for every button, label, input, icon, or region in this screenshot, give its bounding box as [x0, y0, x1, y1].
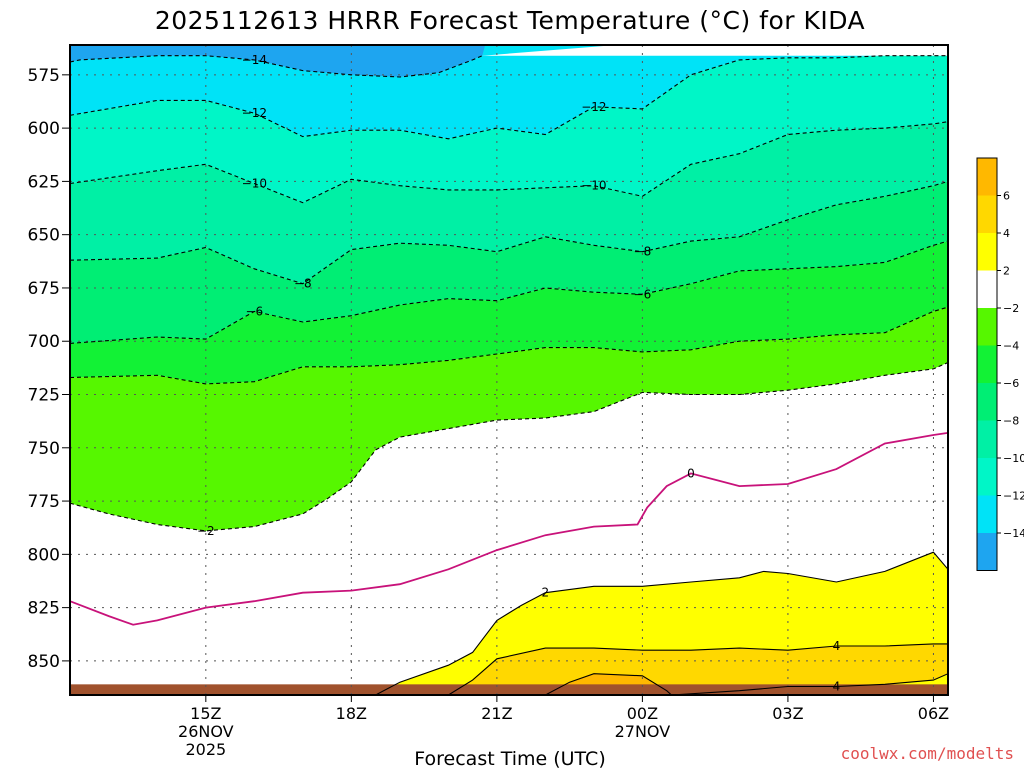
x-tick-date-15Z: 26NOV: [178, 722, 234, 741]
colorbar-label-9: −14: [1003, 527, 1024, 540]
colorbar-label-0: 6: [1003, 190, 1010, 203]
band-minus8-minus6: [70, 181, 948, 344]
contour-line-minus2-6: [70, 361, 948, 532]
y-axis: 575 600 625 650 675 700 725 750 775 800 825 850: [28, 66, 70, 672]
colorbar-seg-5: [977, 345, 997, 383]
colorbar-seg-0: [977, 158, 997, 196]
colorbar-label-2: 2: [1003, 265, 1010, 278]
x-tick-label-21Z: 21Z: [481, 704, 512, 723]
contour-label-5: −8: [294, 277, 312, 291]
contour-label-0: −14: [242, 53, 267, 67]
y-tick-label-600: 600: [28, 119, 60, 139]
x-tick-label-15Z: 15Z: [190, 704, 221, 723]
band-minus10-minus8: [70, 121, 948, 284]
y-tick-label-625: 625: [28, 172, 60, 192]
y-tick-label-675: 675: [28, 279, 60, 299]
band-minus14-minus12-b: [70, 55, 948, 139]
colorbar-label-8: −12: [1003, 490, 1024, 503]
contour-label-12: 4: [833, 639, 841, 653]
y-tick-label-825: 825: [28, 599, 60, 619]
band-minus4-minus2: [70, 307, 948, 531]
colorbar-seg-10: [977, 533, 997, 571]
contour-line-4-9: [448, 643, 948, 695]
band-minus6-minus4: [70, 241, 948, 384]
y-tick-label-700: 700: [28, 332, 60, 352]
x-tick-year-15Z: 2025: [185, 740, 226, 759]
y-tick-label-650: 650: [28, 226, 60, 246]
contour-line-4-11: [671, 673, 948, 695]
contour-label-2: −12: [581, 100, 606, 114]
contour-line-0-7: [70, 432, 948, 626]
y-tick-label-725: 725: [28, 386, 60, 406]
colorbar-seg-3: [977, 270, 997, 308]
colorbar-seg-9: [977, 495, 997, 533]
plot-frame: [69, 44, 949, 696]
y-tick-label-850: 850: [28, 652, 60, 672]
x-tick-label-18Z: 18Z: [336, 704, 367, 723]
contour-label-11: 2: [542, 586, 550, 600]
colorbar-label-1: 4: [1003, 227, 1010, 240]
colorbar: 6 4 2 −2 −4 −6 −8 −10 −12 −14: [976, 157, 1024, 571]
contour-label-4: −10: [581, 179, 606, 193]
contour-line-2-8: [375, 551, 948, 695]
contour-label-1: −12: [242, 106, 267, 120]
contour-label-9: −2: [197, 524, 215, 538]
contour-label-10: 0: [687, 466, 695, 480]
y-tick-label-775: 775: [28, 492, 60, 512]
x-tick-label-00Z: 00Z: [627, 704, 658, 723]
x-tick-label-03Z: 03Z: [772, 704, 803, 723]
contour-label-layer: −14 −12 −12 −10 −10 −8 −8 −6 −6 −2 0 2 4 4: [197, 53, 840, 694]
colorbar-label-6: −8: [1003, 415, 1019, 428]
contour-line-minus8-3: [70, 180, 948, 285]
contour-line-minus4-5: [70, 306, 948, 385]
terrain-layer: [70, 684, 948, 695]
band-minus16-minus14: [70, 45, 486, 77]
colorbar-label-4: −4: [1003, 340, 1019, 353]
y-tick-label-750: 750: [28, 439, 60, 459]
colorbar-label-3: −2: [1003, 302, 1019, 315]
contour-label-7: −6: [245, 304, 263, 318]
contour-line-minus12-1: [70, 55, 948, 140]
colorbar-seg-2: [977, 233, 997, 271]
colorbar-seg-4: [977, 308, 997, 346]
colorbar-seg-8: [977, 458, 997, 496]
y-tick-label-575: 575: [28, 66, 60, 86]
contour-line-6-10: [545, 673, 672, 695]
colorbar-frame: [976, 157, 998, 571]
colorbar-label-7: −10: [1003, 452, 1024, 465]
y-tick-label-800: 800: [28, 545, 60, 565]
contour-line-minus14-0: [70, 55, 483, 78]
x-tick-label-06Z: 06Z: [918, 704, 949, 723]
contour-label-8: −6: [634, 287, 652, 301]
contour-label-6: −8: [634, 245, 652, 259]
contour-line-minus10-2: [70, 121, 948, 204]
colorbar-seg-6: [977, 383, 997, 421]
contour-label-13: 4: [833, 679, 841, 693]
terrain-fill: [70, 684, 948, 695]
band-minus12-minus10: [70, 55, 948, 203]
contour-line-minus6-4: [70, 240, 948, 344]
chart-title: 2025112613 HRRR Forecast Temperature (°C…: [155, 6, 865, 35]
colorbar-label-5: −6: [1003, 377, 1019, 390]
credit-link[interactable]: coolwx.com/modelts: [841, 744, 1014, 763]
contour-layer: [70, 55, 948, 695]
colorbar-seg-1: [977, 195, 997, 233]
x-tick-date-00Z: 27NOV: [615, 722, 671, 741]
x-axis-title: Forecast Time (UTC): [414, 748, 605, 768]
contour-label-3: −10: [242, 177, 267, 191]
colorbar-seg-7: [977, 420, 997, 458]
